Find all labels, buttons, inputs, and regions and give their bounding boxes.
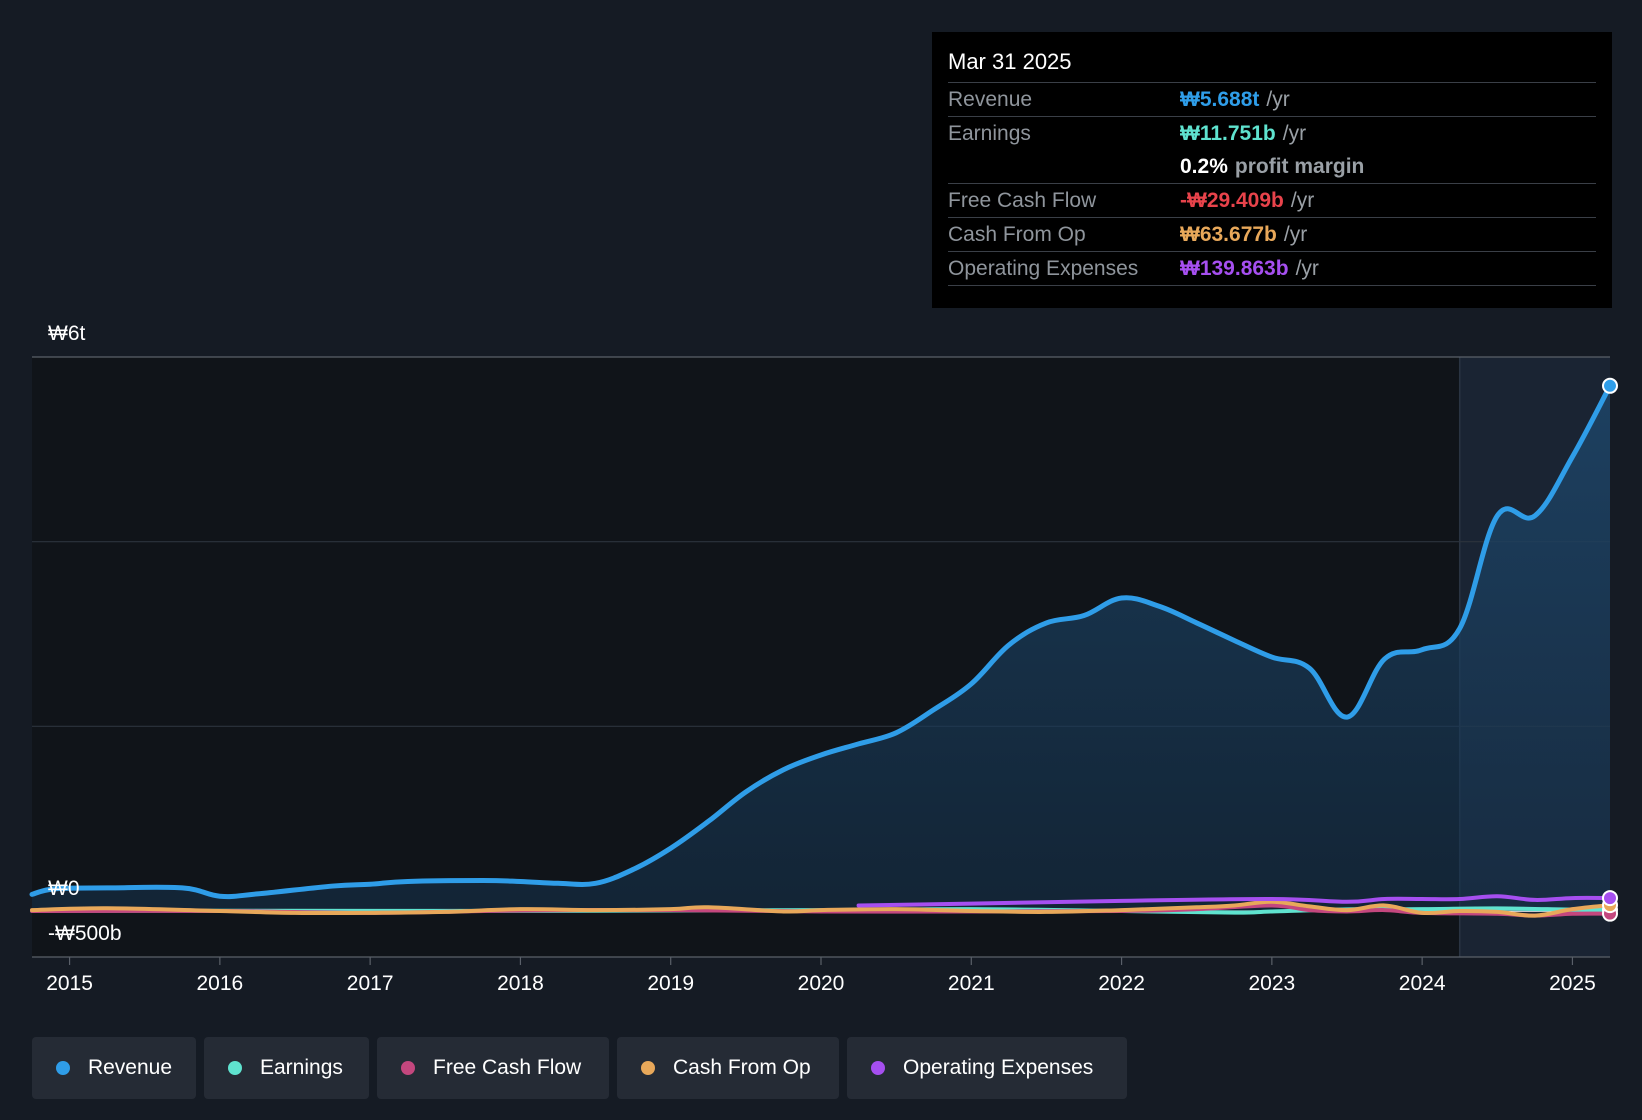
tooltip-value: ₩63.677b	[1180, 222, 1277, 246]
legend-dot-icon	[56, 1061, 70, 1075]
tooltip-value: ₩11.751b	[1180, 121, 1276, 145]
legend-label: Cash From Op	[673, 1056, 811, 1079]
tooltip-row-opex: Operating Expenses ₩139.863b /yr	[948, 252, 1596, 286]
tooltip-label: Free Cash Flow	[948, 188, 1097, 212]
tooltip-row-fcf: Free Cash Flow -₩29.409b /yr	[948, 184, 1596, 218]
x-tick-label: 2020	[798, 972, 845, 995]
legend-label: Earnings	[260, 1056, 343, 1079]
revenue-line	[29, 383, 1613, 900]
legend-label: Operating Expenses	[903, 1056, 1094, 1079]
x-tick-label: 2024	[1399, 972, 1446, 995]
tooltip-unit: /yr	[1283, 222, 1308, 246]
x-tick-label: 2018	[497, 972, 544, 995]
operating-expenses-end-marker	[1602, 890, 1618, 907]
tooltip-panel: Mar 31 2025 Revenue ₩5.688t /yr Earnings…	[932, 32, 1612, 308]
tooltip-value: ₩5.688t	[1180, 87, 1260, 111]
y-label-top: ₩6t	[48, 322, 86, 345]
cash-from-op-line	[30, 899, 1612, 918]
legend-label: Free Cash Flow	[433, 1056, 582, 1079]
tooltip-label: Cash From Op	[948, 222, 1086, 246]
legend-item-cash-from-op[interactable]: Cash From Op	[617, 1037, 839, 1099]
tooltip-date: Mar 31 2025	[948, 42, 1596, 83]
tooltip-unit: /yr	[1295, 256, 1319, 280]
tooltip-label: Earnings	[948, 121, 1031, 145]
legend-dot-icon	[401, 1061, 415, 1075]
tooltip-label: Revenue	[948, 87, 1033, 111]
operating-expenses-line	[856, 894, 1612, 908]
tooltip-unit: /yr	[1290, 188, 1315, 212]
legend-dot-icon	[871, 1061, 885, 1075]
tooltip-label: Operating Expenses	[948, 256, 1139, 280]
revenue-end-marker	[1602, 377, 1618, 394]
tooltip-value: ₩139.863b	[1180, 256, 1289, 280]
y-label-zero: ₩0	[48, 877, 80, 900]
legend-item-operating-expenses[interactable]: Operating Expenses	[847, 1037, 1127, 1099]
x-tick-label: 2022	[1098, 972, 1145, 995]
tooltip-value: 0.2%	[1180, 154, 1228, 178]
tooltip-row-revenue: Revenue ₩5.688t /yr	[948, 83, 1596, 117]
legend-dot-icon	[228, 1061, 242, 1075]
x-tick-label: 2015	[46, 972, 93, 995]
legend: Revenue Earnings Free Cash Flow Cash Fro…	[32, 1037, 1127, 1099]
legend-item-free-cash-flow[interactable]: Free Cash Flow	[377, 1037, 609, 1099]
legend-dot-icon	[641, 1061, 655, 1075]
x-tick-label: 2021	[948, 972, 995, 995]
legend-item-earnings[interactable]: Earnings	[204, 1037, 369, 1099]
legend-label: Revenue	[87, 1056, 172, 1079]
tooltip-unit: profit margin	[1234, 154, 1365, 178]
x-tick-label: 2025	[1549, 972, 1596, 995]
tooltip-unit: /yr	[1282, 121, 1307, 145]
tooltip-unit: /yr	[1266, 87, 1290, 111]
x-tick-label: 2017	[347, 972, 394, 995]
tooltip-row-cfo: Cash From Op ₩63.677b /yr	[948, 218, 1596, 252]
y-label-bottom: -₩500b	[48, 922, 122, 945]
x-tick-label: 2023	[1248, 972, 1295, 995]
tooltip-row-margin: 0.2% profit margin	[948, 150, 1596, 184]
x-tick-label: 2019	[647, 972, 694, 995]
legend-item-revenue[interactable]: Revenue	[32, 1037, 196, 1099]
tooltip-value: -₩29.409b	[1180, 188, 1284, 212]
x-tick-label: 2016	[196, 972, 243, 995]
revenue-area	[32, 385, 1610, 912]
tooltip-row-earnings: Earnings ₩11.751b /yr	[948, 117, 1596, 150]
